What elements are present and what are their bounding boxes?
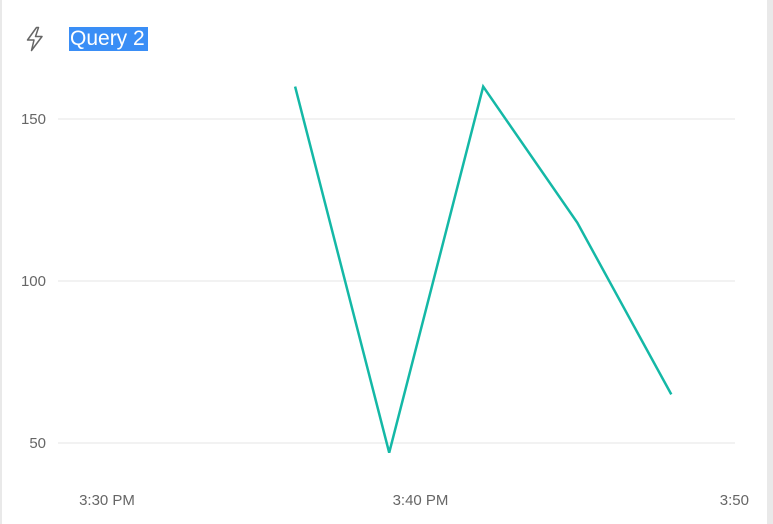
lightning-bolt-icon	[24, 26, 46, 52]
y-tick-label-50: 50	[29, 435, 46, 452]
x-tick-label-2: 3:50	[720, 492, 749, 509]
y-tick-label-150: 150	[21, 111, 46, 128]
x-tick-label-1: 3:40 PM	[393, 492, 449, 509]
series-line-0	[293, 83, 673, 454]
panel-header: Query 2	[24, 26, 148, 52]
panel-title[interactable]: Query 2	[69, 27, 148, 51]
y-tick-label-100: 100	[21, 273, 46, 290]
x-tick-label-0: 3:30 PM	[79, 492, 135, 509]
